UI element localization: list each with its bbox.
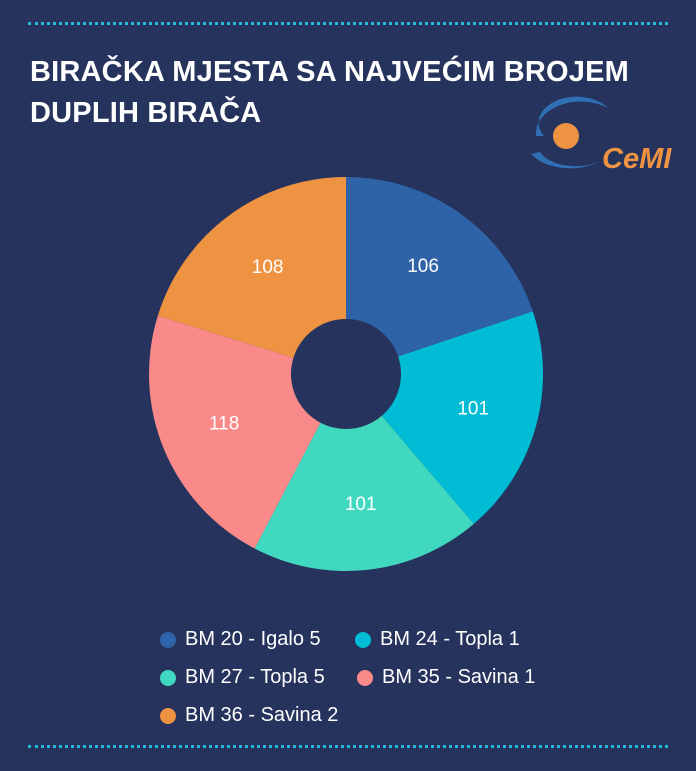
legend-label: BM 27 - Topla 5 <box>185 666 325 688</box>
slice-4 <box>157 177 346 358</box>
data-label-0: 106 <box>407 256 439 277</box>
legend-item-2: BM 27 - Topla 5 <box>160 666 325 689</box>
legend-label: BM 36 - Savina 2 <box>185 704 339 726</box>
legend-marker <box>355 631 371 648</box>
legend-label: BM 24 - Topla 1 <box>380 628 520 650</box>
title-line-2: DUPLIH BIRAČA <box>30 97 262 129</box>
title-line-1: BIRAČKA MJESTA SA NAJVEĆIM BROJEM <box>30 56 630 88</box>
legend-item-3: BM 35 - Savina 1 <box>357 666 535 689</box>
data-label-1: 101 <box>457 398 489 419</box>
bottom-dotted-divider <box>28 745 668 748</box>
slice-0 <box>346 177 533 357</box>
data-label-3: 118 <box>209 414 239 435</box>
top-dotted-divider <box>28 22 668 25</box>
logo-text: CeMI <box>602 143 672 175</box>
legend-label: BM 20 - Igalo 5 <box>185 628 321 650</box>
slice-1 <box>381 311 543 524</box>
chart-title: BIRAČKA MJESTA SA NAJVEĆIM BROJEM DUPLIH… <box>30 52 670 134</box>
cemi-logo: CeMI <box>531 96 672 175</box>
data-label-4: 108 <box>252 257 284 278</box>
legend-item-4: BM 36 - Savina 2 <box>160 704 338 727</box>
legend-marker <box>357 669 373 686</box>
legend-marker <box>160 707 176 724</box>
legend-item-1: BM 24 - Topla 1 <box>355 628 520 651</box>
legend-label: BM 35 - Savina 1 <box>382 666 536 688</box>
slice-3 <box>148 315 321 549</box>
data-label-2: 101 <box>345 494 377 515</box>
legend-marker <box>160 669 176 686</box>
slice-2 <box>254 415 474 571</box>
legend-marker <box>160 631 176 648</box>
legend-item-0: BM 20 - Igalo 5 <box>160 628 321 651</box>
donut-chart: 106 101 101 118 108 <box>148 177 543 571</box>
